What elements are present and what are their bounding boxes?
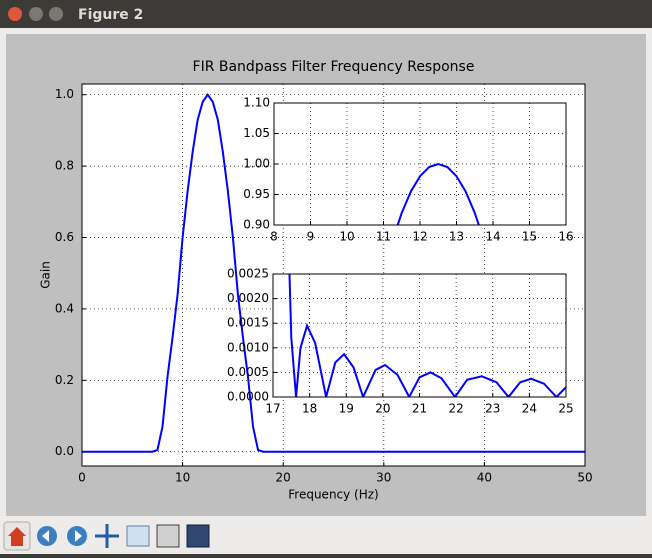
- window-title: Figure 2: [78, 7, 143, 23]
- forward-icon: [75, 530, 82, 542]
- x-tick-label: 30: [376, 471, 391, 485]
- y-tick-label: 0.4: [55, 301, 74, 315]
- y-tick-label: 0.95: [243, 187, 270, 201]
- x-tick-label: 14: [485, 230, 500, 244]
- axes: 8 9 10 11 12 13 14 15 16 0.90 0.95 1.00 1.05 1.10: [243, 96, 573, 244]
- y-tick-label: 0.0020: [227, 291, 269, 305]
- x-tick-label: 20: [375, 402, 390, 416]
- y-tick-label: 0.0005: [227, 365, 269, 379]
- title-bar: [0, 0, 652, 28]
- data-line: [288, 274, 566, 397]
- minimize-button[interactable]: [29, 7, 43, 21]
- y-tick-label: 1.00: [243, 157, 270, 171]
- back-icon: [42, 530, 49, 542]
- x-tick-label: 10: [175, 471, 190, 485]
- x-tick-label: 18: [302, 402, 317, 416]
- x-tick-label: 16: [558, 230, 573, 244]
- chart-title: FIR Bandpass Filter Frequency Response: [193, 59, 475, 75]
- y-tick-label: 0.2: [55, 373, 74, 387]
- y-tick-label: 0.0010: [227, 340, 269, 354]
- x-tick-label: 40: [477, 471, 492, 485]
- y-tick-label: 1.0: [55, 87, 74, 101]
- data-line: [82, 92, 585, 453]
- zoom-button[interactable]: [126, 525, 150, 547]
- save-button[interactable]: [186, 524, 210, 548]
- x-tick-label: 13: [449, 230, 464, 244]
- x-tick-label: 12: [412, 230, 427, 244]
- x-tick-label: 17: [265, 402, 280, 416]
- x-tick-label: 11: [376, 230, 391, 244]
- x-tick-label: 10: [339, 230, 354, 244]
- axes: 17 18 19 20 21 22 23 24 25 0.0000 0.0005 0.0010 0.00…: [227, 267, 574, 416]
- x-tick-label: 50: [577, 471, 592, 485]
- x-tick-label: 23: [485, 402, 500, 416]
- y-tick-label: 0.90: [243, 218, 270, 232]
- x-tick-label: 22: [448, 402, 463, 416]
- subplots-button[interactable]: [156, 524, 180, 548]
- x-tick-label: 24: [522, 402, 537, 416]
- x-tick-label: 0: [78, 471, 86, 485]
- toolbar: [3, 521, 210, 551]
- y-axis-label: Gain: [39, 261, 53, 289]
- x-tick-label: 9: [307, 230, 315, 244]
- x-tick-label: 8: [270, 230, 278, 244]
- charts: 0 10 20 30 40 50 0.0 0.2 0.4 0.6 0.8 1.0 FIR Bandpas…: [39, 59, 593, 502]
- y-tick-label: 0.0: [55, 444, 74, 458]
- axes-frame: [273, 102, 567, 226]
- y-tick-label: 0.0015: [227, 316, 269, 330]
- x-tick-label: 15: [522, 230, 537, 244]
- pan-button[interactable]: [95, 524, 119, 548]
- data-line: [396, 162, 480, 225]
- close-button[interactable]: [8, 7, 22, 21]
- y-tick-label: 0.8: [55, 159, 74, 173]
- y-tick-label: 0.0025: [227, 267, 269, 281]
- axes-frame: [81, 83, 586, 467]
- axes-frame: [272, 273, 567, 398]
- x-tick-label: 20: [276, 471, 291, 485]
- x-tick-label: 21: [412, 402, 427, 416]
- x-axis-label: Frequency (Hz): [288, 488, 379, 502]
- x-tick-label: 25: [558, 402, 573, 416]
- y-tick-label: 0.0000: [227, 390, 269, 404]
- home-icon: [8, 527, 26, 546]
- y-tick-label: 1.05: [243, 126, 270, 140]
- y-tick-label: 1.10: [243, 96, 270, 110]
- maximize-button[interactable]: [49, 7, 63, 21]
- x-tick-label: 19: [339, 402, 354, 416]
- y-tick-label: 0.6: [55, 230, 74, 244]
